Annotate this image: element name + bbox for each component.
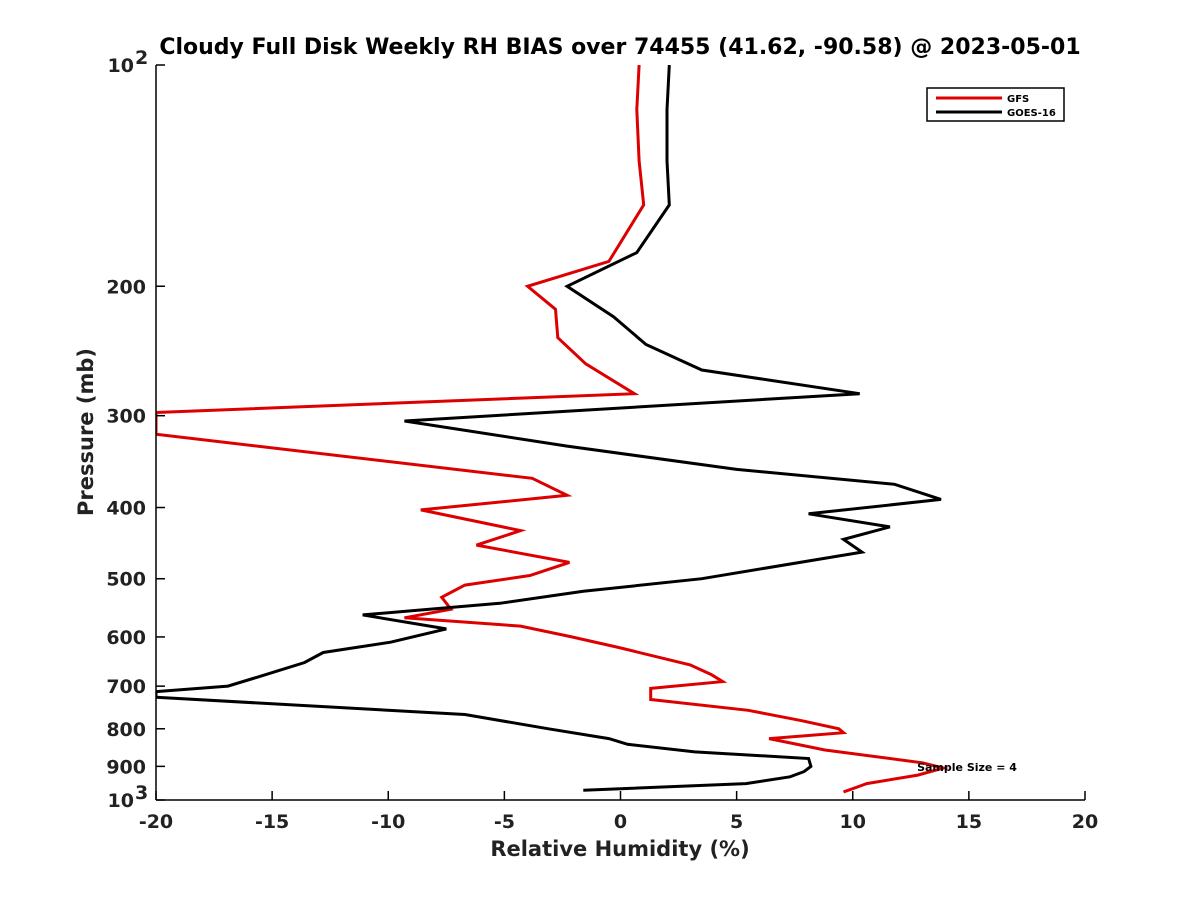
x-tick-label: -10 — [371, 811, 405, 833]
legend-label-goes-16: GOES-16 — [1007, 108, 1056, 119]
x-tick-label: 20 — [1072, 811, 1098, 833]
x-tick-label: -20 — [139, 811, 173, 833]
x-tick-label: 0 — [614, 811, 627, 833]
sample-size-note: Sample Size = 4 — [917, 761, 1017, 774]
y-tick-exponent: 3 — [135, 782, 148, 804]
legend-label-gfs: GFS — [1007, 94, 1029, 105]
x-axis-label: Relative Humidity (%) — [490, 837, 749, 861]
y-tick-label: 900 — [106, 756, 146, 778]
x-tick-label: 15 — [956, 811, 982, 833]
y-tick-label: 700 — [106, 676, 146, 698]
x-tick-label: 10 — [840, 811, 866, 833]
y-tick-exponent: 2 — [135, 47, 148, 69]
x-tick-label: 5 — [730, 811, 743, 833]
chart-title: Cloudy Full Disk Weekly RH BIAS over 744… — [159, 35, 1080, 60]
x-tick-label: -15 — [255, 811, 289, 833]
y-tick-label: 300 — [106, 406, 146, 428]
y-tick-label: 500 — [106, 569, 146, 591]
legend-box — [926, 87, 1065, 122]
y-tick-label: 400 — [106, 498, 146, 520]
y-axis-label: Pressure (mb) — [74, 348, 98, 516]
y-tick-label: 200 — [106, 276, 146, 298]
y-tick-label: 600 — [106, 627, 146, 649]
y-tick-label: 800 — [106, 719, 146, 741]
series-line-goes-16 — [156, 65, 942, 792]
y-tick-label: 10 — [108, 55, 134, 77]
x-tick-label: -5 — [494, 811, 515, 833]
series-line-gfs — [156, 65, 950, 794]
y-tick-label: 10 — [108, 790, 134, 812]
